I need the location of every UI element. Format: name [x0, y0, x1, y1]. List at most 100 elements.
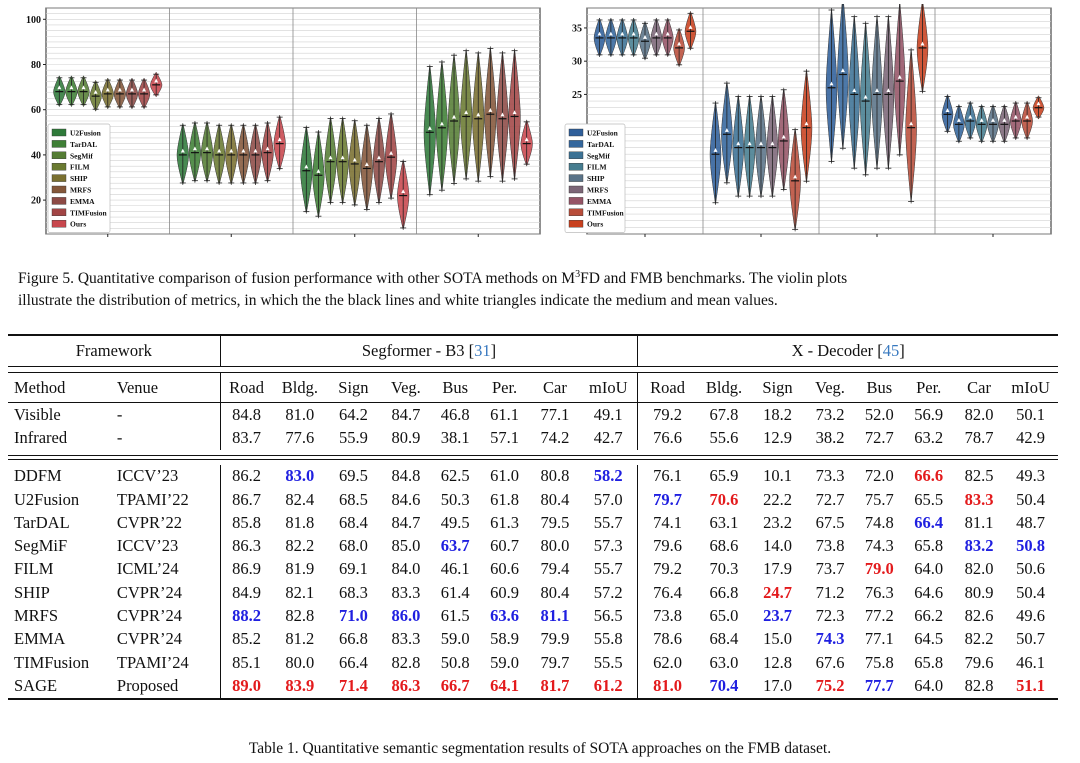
venue-cell: TPAMI’24	[116, 652, 189, 672]
value-cell: 50.4	[1016, 582, 1046, 602]
legend-label: TIMFusion	[587, 208, 625, 217]
mean-triangle	[793, 174, 798, 179]
value-cell: 65.8	[914, 536, 944, 556]
venue-cell: -	[116, 427, 123, 447]
value-cell: 84.6	[391, 489, 421, 509]
mean-triangle	[142, 87, 147, 92]
mean-triangle	[277, 137, 282, 142]
method-cell: DDFM	[14, 466, 62, 486]
value-cell: 23.7	[763, 606, 792, 626]
value-cell: 79.9	[540, 629, 570, 649]
mean-triangle	[253, 148, 258, 153]
venue-cell: ICCV’23	[116, 536, 179, 556]
mean-triangle	[205, 146, 210, 151]
mean-triangle	[897, 74, 902, 79]
value-cell: 70.6	[709, 489, 739, 509]
value-cell: 60.6	[490, 559, 519, 579]
mean-triangle	[608, 31, 613, 36]
venue-cell: CVPR’24	[116, 629, 182, 649]
legend-swatch	[51, 219, 67, 228]
value-cell: 83.7	[219, 426, 273, 450]
value-cell: 62.0	[637, 650, 697, 675]
value-cell: 65.5	[914, 489, 944, 509]
mean-triangle	[93, 89, 98, 94]
value-cell: 79.0	[864, 559, 894, 579]
venue-cell: ICCV’23	[116, 466, 179, 486]
value-cell: 79.4	[540, 559, 570, 579]
column-header: Sign	[762, 377, 793, 397]
mean-triangle	[770, 141, 775, 146]
value-cell: 81.2	[285, 629, 315, 649]
mean-triangle	[968, 114, 973, 119]
value-cell: 81.1	[964, 512, 994, 532]
value-cell: 82.1	[285, 582, 315, 602]
mean-triangle	[991, 118, 995, 122]
value-cell: 80.8	[540, 466, 570, 486]
value-cell: 79.7	[540, 652, 570, 672]
violin-chart-right: 353025201510EN*5↑SD*0.5↑SCD*20↑MS-SSIM*2…	[564, 4, 1052, 237]
value-cell: 83.9	[285, 675, 315, 695]
mean-triangle	[117, 87, 122, 92]
column-header: Bldg.	[705, 377, 743, 397]
mean-triangle	[747, 141, 752, 146]
value-cell: 50.3	[440, 489, 470, 509]
value-cell: 61.8	[490, 489, 519, 509]
mean-triangle	[677, 41, 682, 46]
results-table: Framework Segformer - B3 [31] X - Decode…	[8, 334, 1058, 701]
value-cell: 83.3	[964, 489, 994, 509]
mean-triangle	[945, 108, 950, 112]
legend-swatch	[568, 208, 584, 217]
value-cell: 69.5	[338, 466, 368, 486]
value-cell: 15.0	[763, 629, 792, 649]
value-cell: 46.1	[440, 559, 470, 579]
mean-triangle	[620, 31, 625, 36]
value-cell: 66.4	[338, 652, 368, 672]
value-cell: 77.1	[864, 629, 894, 649]
value-cell: 83.3	[391, 629, 421, 649]
method-row: SegMiF ICCV’23 86.3 82.2 68.0 85.0 63.7 60.7 80.…	[8, 534, 1058, 558]
legend-label: Ours	[70, 220, 86, 229]
value-cell: 80.9	[391, 427, 421, 447]
value-cell: 55.5	[593, 652, 623, 672]
value-cell: 67.6	[815, 652, 845, 672]
value-cell: 64.2	[338, 404, 368, 424]
value-cell: 67.5	[815, 512, 845, 532]
value-cell: 38.2	[815, 427, 845, 447]
y-tick-label: 80	[31, 60, 41, 71]
legend-label: EMMA	[70, 197, 95, 206]
legend-swatch	[51, 197, 67, 205]
value-cell: 68.3	[338, 582, 368, 602]
venue-cell: CVPR’24	[116, 582, 182, 602]
legend-label: SegMif	[587, 151, 610, 160]
value-cell: 51.1	[1016, 675, 1046, 695]
mean-triangle	[724, 128, 729, 132]
value-cell: 76.4	[637, 581, 697, 605]
value-cell: 42.7	[593, 427, 623, 447]
value-cell: 66.4	[914, 512, 944, 532]
segformer-header: Segformer - B3 [31]	[219, 336, 638, 367]
value-cell: 77.2	[864, 606, 894, 626]
venue-cell: ICML’24	[116, 559, 179, 579]
value-cell: 50.4	[1016, 489, 1046, 509]
method-cell: FILM	[14, 559, 54, 579]
method-row: TIMFusion TPAMI’24 85.1 80.0 66.4 82.8 50.8 59.…	[8, 650, 1058, 675]
legend-swatch	[51, 162, 67, 171]
value-cell: 61.5	[440, 606, 470, 626]
framework-header-row: Framework Segformer - B3 [31] X - Decode…	[8, 336, 1058, 367]
mean-triangle	[665, 31, 670, 36]
xdecoder-header: X - Decoder [45]	[637, 336, 1058, 367]
value-cell: 64.0	[914, 559, 944, 579]
value-cell: 82.5	[964, 466, 994, 486]
mean-triangle	[840, 68, 845, 73]
mean-triangle	[364, 162, 369, 167]
mean-triangle	[631, 31, 636, 36]
column-header: Car	[967, 377, 991, 397]
fig-caption-sup: 3	[575, 268, 581, 280]
legend-swatch	[51, 140, 67, 148]
legend-swatch	[51, 174, 67, 182]
value-cell: 46.8	[440, 404, 470, 424]
legend-label: SHIP	[587, 174, 605, 183]
value-cell: 77.1	[540, 404, 570, 424]
venue-cell: CVPR’24	[116, 606, 182, 626]
figure-caption: Figure 5. Quantitative comparison of fus…	[18, 268, 1063, 312]
